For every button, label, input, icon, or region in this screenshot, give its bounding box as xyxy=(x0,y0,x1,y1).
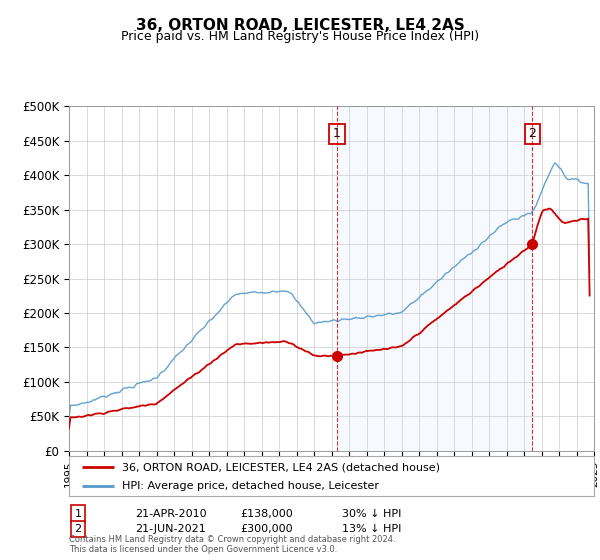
Text: 36, ORTON ROAD, LEICESTER, LE4 2AS (detached house): 36, ORTON ROAD, LEICESTER, LE4 2AS (deta… xyxy=(121,463,439,473)
Text: 21-APR-2010: 21-APR-2010 xyxy=(135,508,206,519)
Bar xyxy=(337,106,532,451)
Text: £300,000: £300,000 xyxy=(240,524,293,534)
Text: 2: 2 xyxy=(74,524,82,534)
Text: 1: 1 xyxy=(333,128,341,141)
Text: Contains HM Land Registry data © Crown copyright and database right 2024.
This d: Contains HM Land Registry data © Crown c… xyxy=(69,535,395,554)
Text: 1: 1 xyxy=(74,508,82,519)
Text: 2: 2 xyxy=(528,128,536,141)
Text: 13% ↓ HPI: 13% ↓ HPI xyxy=(342,524,401,534)
Text: 21-JUN-2021: 21-JUN-2021 xyxy=(135,524,206,534)
Text: 30% ↓ HPI: 30% ↓ HPI xyxy=(342,508,401,519)
Text: £138,000: £138,000 xyxy=(240,508,293,519)
Text: Price paid vs. HM Land Registry's House Price Index (HPI): Price paid vs. HM Land Registry's House … xyxy=(121,30,479,43)
Text: HPI: Average price, detached house, Leicester: HPI: Average price, detached house, Leic… xyxy=(121,481,379,491)
Text: 36, ORTON ROAD, LEICESTER, LE4 2AS: 36, ORTON ROAD, LEICESTER, LE4 2AS xyxy=(136,18,464,32)
